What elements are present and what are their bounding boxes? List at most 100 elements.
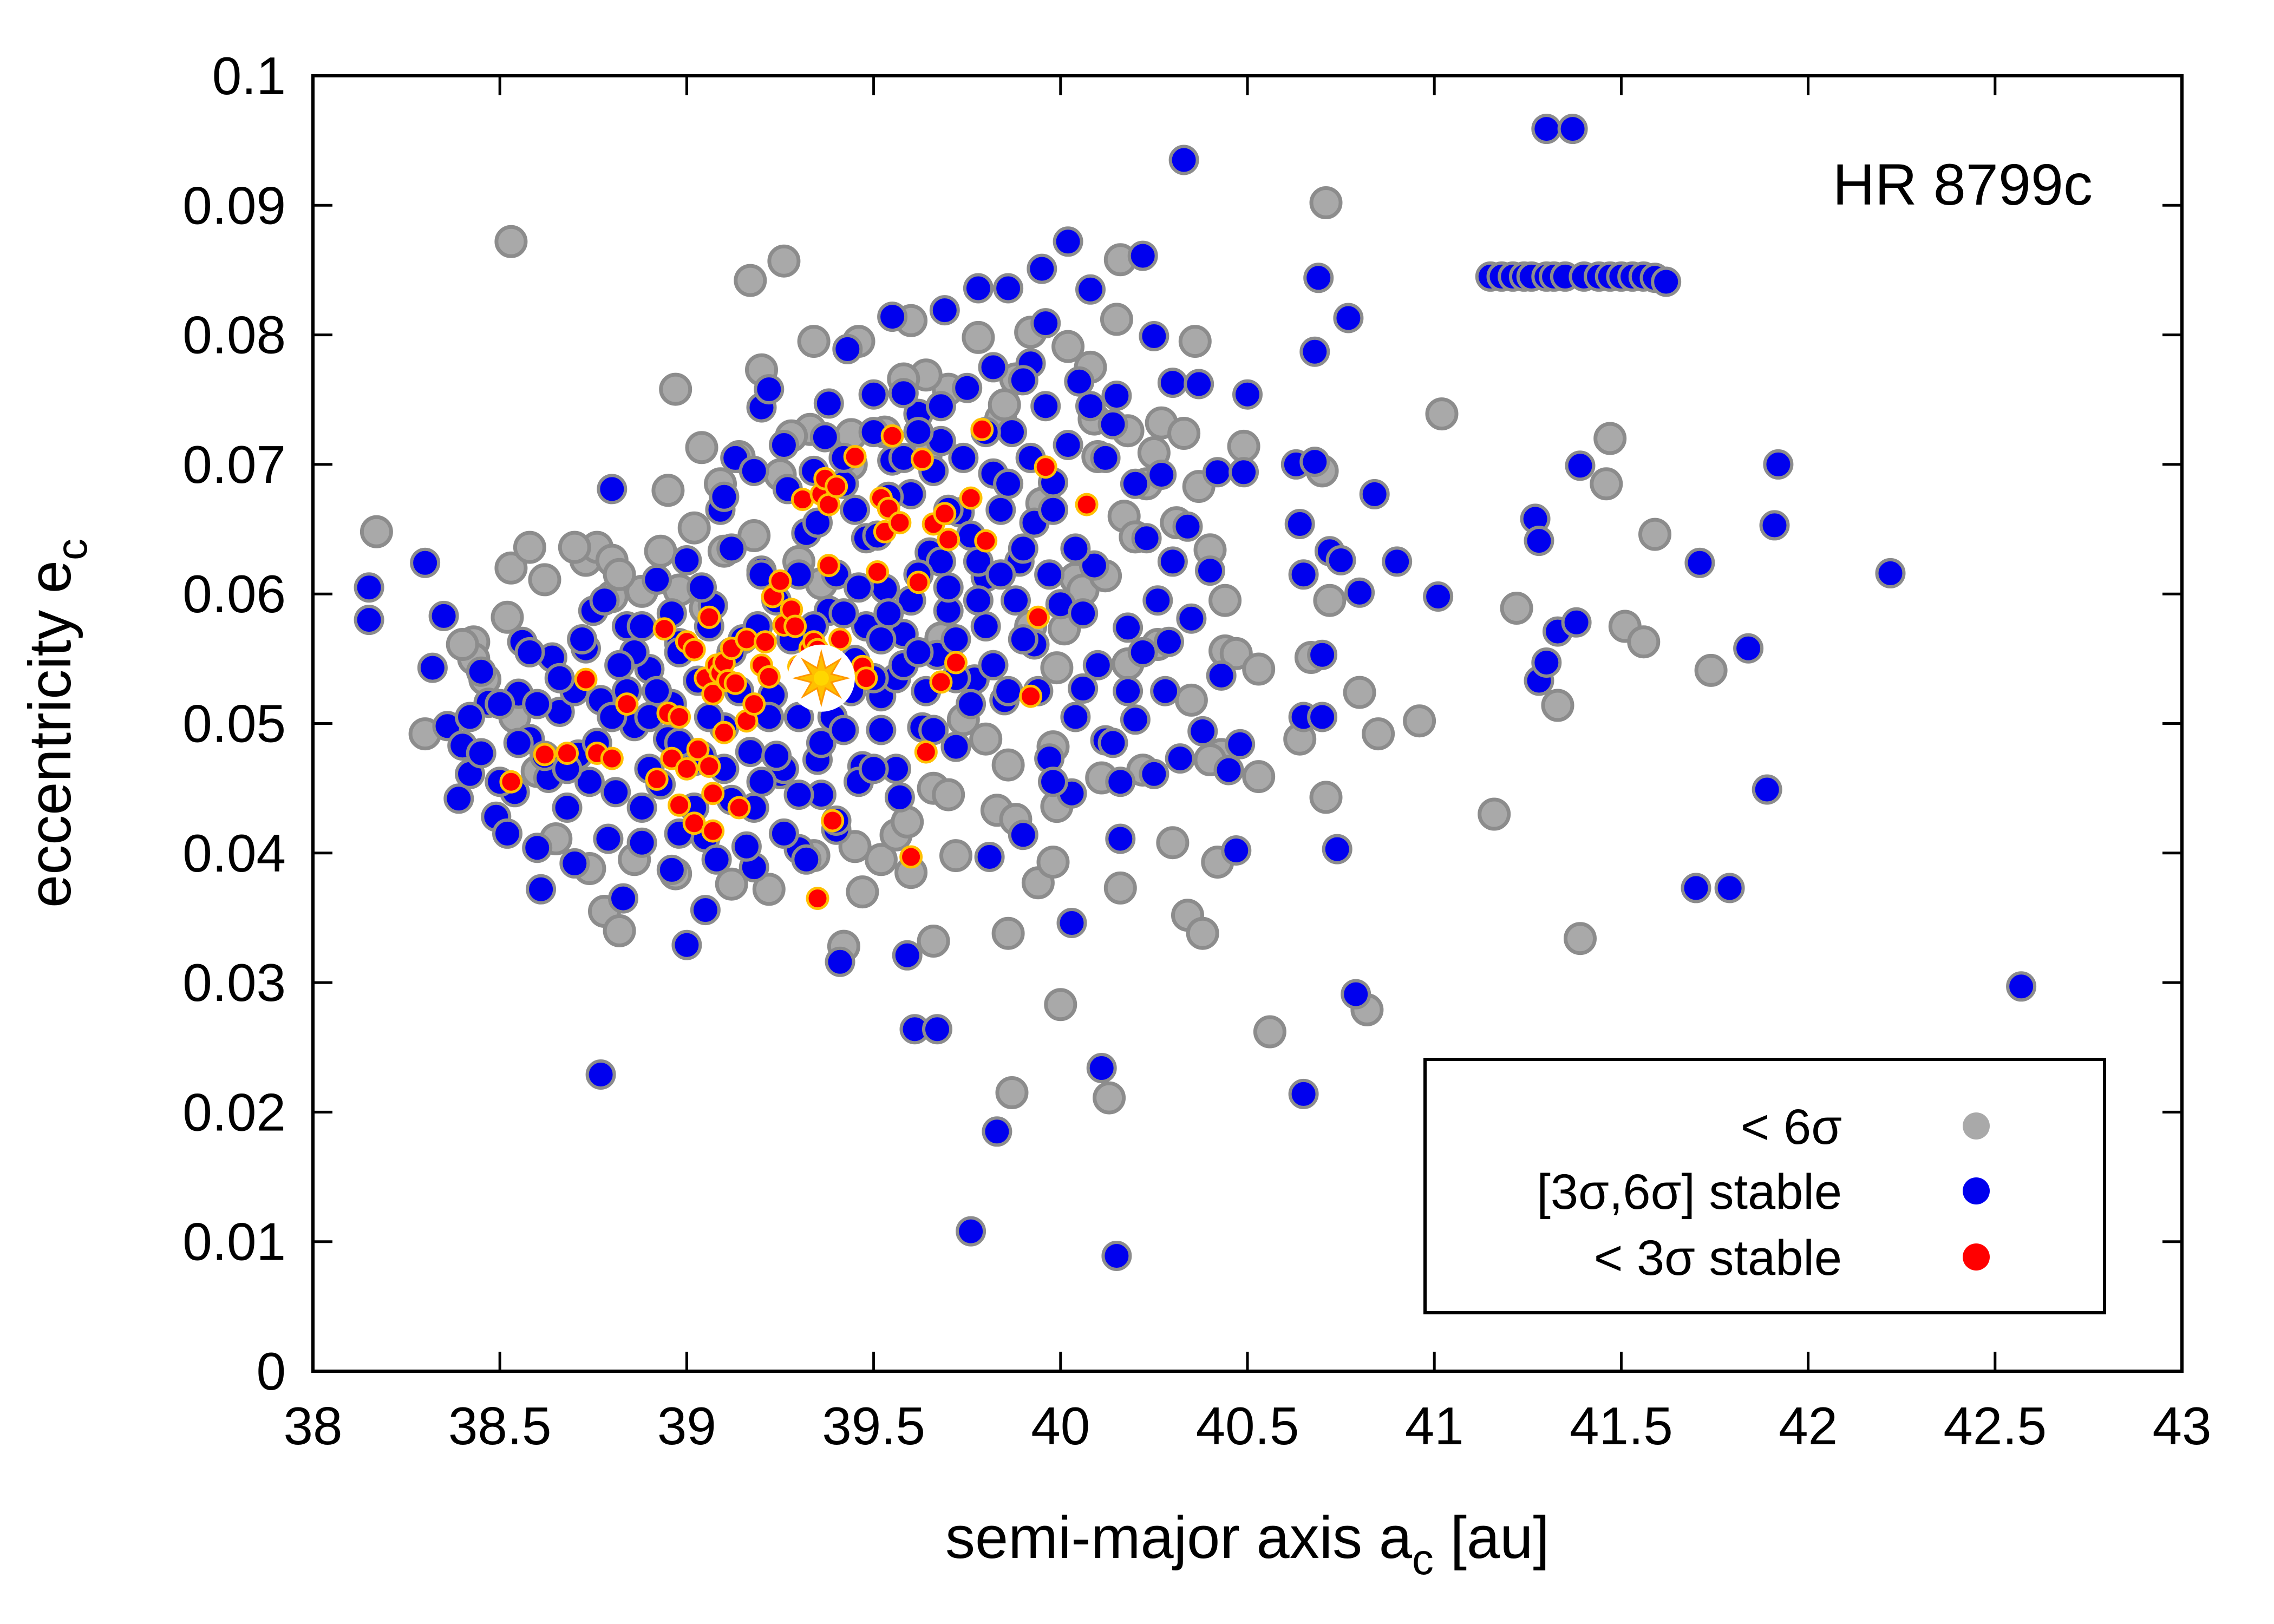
point-3to6sigma-stable (1127, 637, 1158, 667)
point-3to6sigma-stable (443, 783, 474, 814)
point-lt3sigma-stable (1026, 605, 1050, 629)
point-3to6sigma-stable (903, 417, 934, 448)
x-tick-label: 38.5 (448, 1396, 552, 1456)
point-3to6sigma-stable (997, 417, 1027, 448)
point-3to6sigma-stable (877, 302, 908, 332)
point-3to6sigma-stable (783, 780, 814, 810)
y-axis-label: eccentricity ec (17, 539, 96, 908)
point-3to6sigma-stable (1001, 585, 1031, 616)
point-lt6sigma (1564, 922, 1597, 955)
point-3to6sigma-stable (929, 295, 960, 326)
point-lt6sigma (1174, 683, 1208, 717)
point-lt6sigma (685, 431, 718, 464)
point-3to6sigma-stable (888, 378, 919, 409)
point-lt3sigma-stable (723, 671, 747, 695)
point-3to6sigma-stable (709, 481, 740, 512)
point-3to6sigma-stable (1202, 457, 1233, 488)
point-lt3sigma-stable (735, 627, 759, 651)
point-3to6sigma-stable (825, 946, 855, 977)
x-axis-label: semi-major axis ac [au] (945, 1504, 1550, 1583)
point-3to6sigma-stable (1322, 834, 1352, 865)
point-3to6sigma-stable (1113, 676, 1143, 706)
point-3to6sigma-stable (1154, 626, 1184, 657)
point-3to6sigma-stable (1060, 702, 1091, 732)
point-3to6sigma-stable (1557, 114, 1588, 145)
point-3to6sigma-stable (522, 689, 553, 719)
point-lt6sigma (767, 244, 801, 278)
point-lt3sigma-stable (880, 424, 904, 448)
point-3to6sigma-stable (1131, 523, 1162, 554)
point-lt6sigma (1593, 422, 1627, 455)
point-3to6sigma-stable (918, 715, 949, 745)
point-3to6sigma-stable (858, 379, 889, 410)
point-3to6sigma-stable (892, 940, 923, 971)
point-3to6sigma-stable (1120, 468, 1151, 499)
point-3to6sigma-stable (735, 737, 766, 768)
point-3to6sigma-stable (1097, 728, 1128, 758)
point-lt3sigma-stable (668, 705, 691, 729)
point-lt6sigma (969, 722, 1003, 756)
legend-marker-3to6sigma-stable (1963, 1177, 1990, 1204)
point-lt6sigma (1694, 653, 1728, 687)
point-lt6sigma (1167, 417, 1201, 450)
point-lt3sigma-stable (768, 569, 792, 593)
point-3to6sigma-stable (1168, 145, 1199, 175)
point-lt3sigma-stable (828, 627, 852, 651)
point-lt6sigma (491, 600, 524, 634)
point-3to6sigma-stable (1157, 546, 1188, 577)
y-tick-label: 0.09 (182, 175, 286, 235)
point-3to6sigma-stable (626, 611, 657, 641)
legend-marker-lt6sigma (1963, 1112, 1990, 1140)
point-lt3sigma-stable (533, 743, 557, 767)
point-lt3sigma-stable (959, 486, 983, 510)
point-3to6sigma-stable (552, 793, 583, 823)
point-3to6sigma-stable (1101, 381, 1132, 411)
y-tick-label: 0.05 (182, 694, 286, 754)
point-3to6sigma-stable (884, 782, 915, 813)
x-tick-label: 40 (1031, 1396, 1090, 1456)
point-3to6sigma-stable (1561, 607, 1592, 638)
point-lt3sigma-stable (712, 721, 736, 744)
point-3to6sigma-stable (1195, 555, 1225, 586)
point-3to6sigma-stable (1068, 673, 1099, 704)
point-lt6sigma (659, 372, 692, 406)
point-lt6sigma (1178, 325, 1212, 358)
point-3to6sigma-stable (1288, 1078, 1319, 1109)
x-tick-label: 39.5 (822, 1396, 925, 1456)
point-lt3sigma-stable (701, 819, 725, 843)
point-3to6sigma-stable (503, 728, 534, 758)
point-lt6sigma (962, 320, 995, 354)
point-3to6sigma-stable (922, 1014, 952, 1045)
point-lt6sigma (715, 867, 748, 901)
point-3to6sigma-stable (1333, 303, 1364, 333)
point-3to6sigma-stable (455, 702, 485, 732)
point-lt3sigma-stable (974, 529, 998, 553)
x-tick-label: 38 (283, 1396, 342, 1456)
point-lt6sigma (1343, 676, 1376, 709)
point-3to6sigma-stable (925, 391, 956, 422)
y-tick-label: 0.08 (182, 305, 286, 365)
point-3to6sigma-stable (1684, 547, 1715, 578)
point-lt3sigma-stable (843, 445, 867, 468)
point-lt3sigma-stable (906, 571, 930, 594)
point-lt6sigma (603, 558, 636, 591)
point-3to6sigma-stable (1229, 457, 1259, 488)
point-3to6sigma-stable (2006, 971, 2037, 1002)
point-3to6sigma-stable (840, 494, 871, 525)
point-3to6sigma-stable (1325, 545, 1356, 575)
point-3to6sigma-stable (1079, 550, 1109, 581)
point-3to6sigma-stable (832, 333, 863, 364)
point-3to6sigma-stable (687, 572, 717, 603)
point-lt6sigma (651, 474, 685, 507)
y-tick-label: 0.06 (182, 564, 286, 624)
point-lt6sigma (1253, 1015, 1286, 1049)
point-3to6sigma-stable (1763, 449, 1794, 480)
point-lt6sigma (1044, 988, 1077, 1021)
point-lt3sigma-stable (574, 667, 598, 691)
point-lt6sigma (864, 843, 898, 876)
point-3to6sigma-stable (701, 844, 732, 875)
legend-marker-lt3sigma-stable (1963, 1243, 1990, 1271)
point-3to6sigma-stable (828, 715, 859, 745)
point-lt6sigma (1103, 871, 1137, 905)
point-3to6sigma-stable (1359, 479, 1390, 509)
